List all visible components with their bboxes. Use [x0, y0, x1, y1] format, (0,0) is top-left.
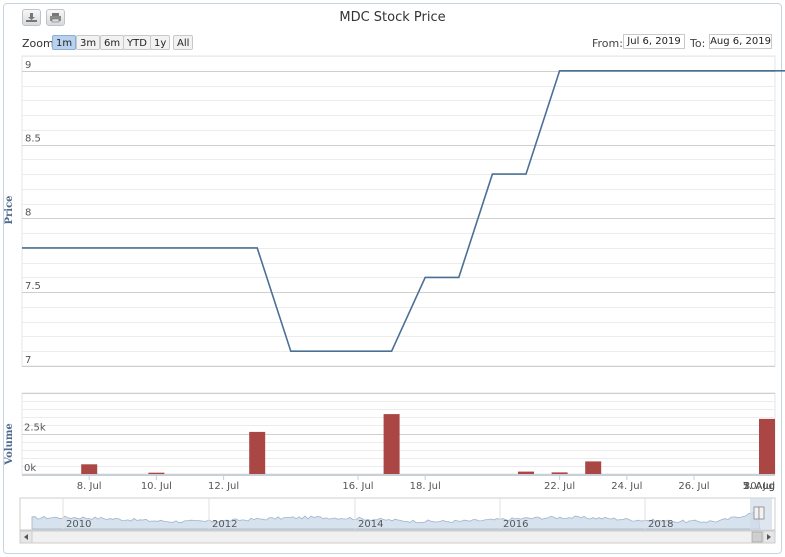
navigator[interactable]: 2010 2012 2014 2016 2018 — [19, 497, 776, 544]
x-tick-label: 22. Jul — [544, 481, 575, 492]
zoom-label: Zoom — [22, 37, 54, 50]
volume-bar[interactable] — [585, 461, 602, 474]
x-tick-label: 1. Aug — [743, 481, 775, 492]
price-point[interactable] — [693, 69, 696, 72]
price-point[interactable] — [121, 246, 124, 249]
price-grid — [21, 55, 776, 367]
volume-tick-label: 2.5k — [24, 423, 46, 434]
x-tick-label: 16. Jul — [342, 481, 373, 492]
price-point[interactable] — [491, 173, 494, 176]
price-point[interactable] — [155, 246, 158, 249]
price-point[interactable] — [323, 350, 326, 353]
price-tick-label: 8.5 — [25, 134, 41, 145]
arrow-right-icon — [767, 534, 771, 540]
price-point[interactable] — [525, 173, 528, 176]
x-tick-label: 12. Jul — [208, 481, 239, 492]
download-icon — [26, 13, 37, 22]
price-point[interactable] — [289, 350, 292, 353]
zoom-all-button[interactable]: All — [173, 35, 194, 50]
price-tick-label: 8 — [25, 207, 31, 218]
navigator-year-label: 2012 — [212, 519, 237, 530]
price-y-axis: 7 7.5 8 8.5 9 — [25, 60, 41, 366]
print-button[interactable] — [46, 9, 65, 26]
navigator-year-label: 2014 — [358, 519, 383, 530]
volume-bar[interactable] — [518, 471, 534, 474]
price-point[interactable] — [21, 246, 24, 249]
from-label: From: — [592, 37, 623, 50]
price-point[interactable] — [256, 246, 259, 249]
price-point[interactable] — [592, 69, 595, 72]
volume-bar[interactable] — [759, 468, 775, 474]
price-point[interactable] — [424, 276, 427, 279]
price-tick-label: 9 — [25, 60, 31, 71]
to-label: To: — [690, 37, 706, 50]
volume-axis-title: Volume — [4, 423, 15, 466]
price-point[interactable] — [659, 69, 662, 72]
x-tick-label: 18. Jul — [410, 481, 441, 492]
navigator-year-label: 2016 — [503, 519, 528, 530]
volume-bar[interactable] — [759, 418, 775, 474]
volume-bar[interactable] — [551, 472, 568, 474]
x-tick-label: 24. Jul — [611, 481, 642, 492]
volume-bar[interactable] — [383, 414, 400, 474]
navigator-handle-right[interactable] — [758, 506, 765, 520]
navigator-series — [31, 510, 761, 530]
zoom-3m-button[interactable]: 3m — [76, 35, 101, 50]
x-axis: 8. Jul 10. Jul 12. Jul 16. Jul 18. Jul 22. Ju… — [22, 475, 775, 492]
x-tick-label: 8. Jul — [77, 481, 102, 492]
price-point[interactable] — [726, 69, 729, 72]
price-point[interactable] — [390, 350, 393, 353]
price-point[interactable] — [558, 69, 561, 72]
price-point[interactable] — [357, 350, 360, 353]
price-series-line[interactable] — [22, 70, 785, 352]
volume-tick-label: 0k — [24, 463, 36, 474]
x-tick-label: 5. Aug — [743, 481, 775, 492]
x-tick-label: 7. Aug — [743, 481, 775, 492]
price-point[interactable] — [457, 276, 460, 279]
x-tick-label: 26. Jul — [678, 481, 709, 492]
to-date-input[interactable]: Aug 6, 2019 — [709, 34, 772, 49]
zoom-1y-button[interactable]: 1y — [150, 35, 171, 50]
volume-bar[interactable] — [148, 472, 165, 474]
price-point[interactable] — [760, 69, 763, 72]
price-tick-label: 7 — [25, 355, 31, 366]
print-icon — [50, 13, 61, 23]
price-tick-label: 7.5 — [25, 281, 41, 292]
navigator-handle-left[interactable] — [753, 506, 760, 520]
price-point[interactable] — [625, 69, 628, 72]
scrollbar-thumb[interactable] — [751, 531, 763, 543]
price-point[interactable] — [54, 246, 57, 249]
download-button[interactable] — [22, 9, 41, 26]
navigator-scrollbar[interactable] — [19, 530, 776, 544]
price-point[interactable] — [189, 246, 192, 249]
navigator-years: 2010 2012 2014 2016 2018 — [62, 499, 673, 530]
navigator-year-label: 2018 — [648, 519, 673, 530]
volume-y-axis: 0k 2.5k — [24, 423, 46, 475]
price-axis-title: Price — [4, 195, 15, 224]
zoom-1m-button[interactable]: 1m — [52, 35, 77, 50]
volume-bars — [81, 414, 775, 474]
x-tick-label: 30. Jul — [744, 481, 775, 492]
volume-bar[interactable] — [249, 431, 266, 474]
price-point[interactable] — [88, 246, 91, 249]
navigator-year-label: 2010 — [66, 519, 91, 530]
price-point[interactable] — [222, 246, 225, 249]
from-date-input[interactable]: Jul 6, 2019 — [623, 34, 685, 49]
arrow-left-icon — [24, 534, 28, 540]
chart-title: MDC Stock Price — [339, 10, 446, 25]
volume-bar[interactable] — [81, 464, 98, 474]
x-tick-label: 10. Jul — [141, 481, 172, 492]
price-plot-area — [21, 55, 776, 367]
